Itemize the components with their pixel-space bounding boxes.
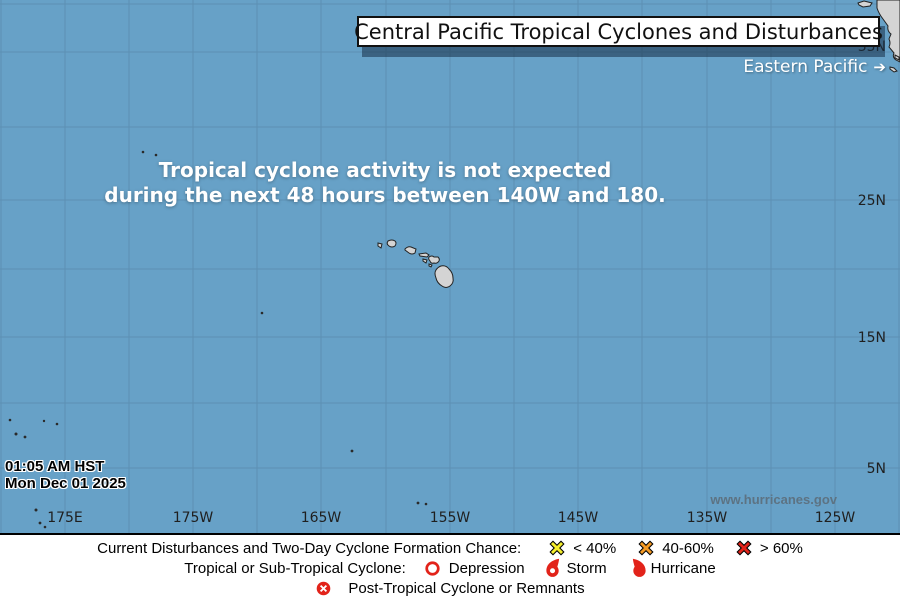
notice-line-1: Tropical cyclone activity is not expecte…: [158, 158, 612, 182]
legend-hurricane-label: Hurricane: [650, 559, 716, 577]
notice-text: Tropical cyclone activity is not expecte…: [0, 158, 770, 208]
eastern-pacific-label: Eastern Pacific: [743, 57, 868, 77]
coastline: [857, 0, 900, 73]
lat-label-5n: 5N: [866, 461, 886, 477]
x-mark-yellow-icon: [549, 540, 565, 556]
legend-item-40-60: 40-60%: [638, 540, 714, 557]
lon-label-175e: 175E: [47, 510, 83, 526]
legend-item-lt40: < 40%: [549, 540, 616, 557]
timestamp-date: Mon Dec 01 2025: [5, 475, 126, 492]
legend-post-tropical-label: Post-Tropical Cyclone or Remnants: [348, 579, 585, 597]
legend-chance-label: Current Disturbances and Two-Day Cyclone…: [97, 539, 522, 557]
depression-circle-icon: [425, 560, 440, 576]
notice-line-2: during the next 48 hours between 140W an…: [104, 183, 666, 207]
legend-item-gt60: > 60%: [736, 540, 803, 557]
land-shapes: [8, 0, 900, 529]
circled-x-icon: [317, 581, 331, 595]
legend-depression-label: Depression: [448, 559, 525, 577]
hawaii-islands: [377, 239, 454, 288]
eastern-pacific-link[interactable]: Eastern Pacific ➔: [743, 57, 886, 77]
storm-swirl-icon: [546, 558, 559, 577]
hurricane-swirl-icon: [632, 558, 646, 577]
legend-item-post-tropical: Post-Tropical Cyclone or Remnants: [315, 579, 585, 597]
legend-lt40-label: < 40%: [573, 539, 617, 557]
legend-cyclone-label: Tropical or Sub-Tropical Cyclone:: [184, 559, 406, 577]
watermark: www.hurricanes.gov: [710, 492, 837, 507]
title-box: Central Pacific Tropical Cyclones and Di…: [354, 16, 883, 47]
lon-label-135w: 135W: [686, 510, 728, 526]
lat-label-25n: 25N: [857, 193, 886, 209]
legend-gt60-label: > 60%: [759, 539, 803, 557]
legend-item-depression: Depression: [424, 560, 525, 577]
x-mark-red-icon: [736, 540, 752, 556]
island-specks: [8, 150, 428, 529]
legend-item-hurricane: Hurricane: [631, 558, 716, 579]
legend-row-post-tropical: Post-Tropical Cyclone or Remnants: [0, 578, 900, 598]
timestamp: 01:05 AM HST Mon Dec 01 2025: [5, 458, 126, 492]
arrow-right-icon: ➔: [873, 58, 886, 76]
legend-40-60-label: 40-60%: [662, 539, 714, 557]
legend-row-chance: Current Disturbances and Two-Day Cyclone…: [0, 538, 900, 558]
page-title: Central Pacific Tropical Cyclones and Di…: [354, 19, 883, 44]
grid-lines: [0, 0, 900, 533]
timestamp-time: 01:05 AM HST: [5, 458, 105, 475]
lon-label-145w: 145W: [557, 510, 599, 526]
lon-label-165w: 165W: [300, 510, 342, 526]
lat-label-15n: 15N: [857, 330, 886, 346]
x-mark-orange-icon: [638, 540, 654, 556]
legend-item-storm: Storm: [543, 558, 607, 579]
legend: Current Disturbances and Two-Day Cyclone…: [0, 535, 900, 601]
legend-storm-label: Storm: [566, 559, 607, 577]
map-canvas: Central Pacific Tropical Cyclones and Di…: [0, 0, 900, 535]
lon-label-155w: 155W: [429, 510, 471, 526]
lon-label-125w: 125W: [814, 510, 856, 526]
lon-label-175w: 175W: [172, 510, 214, 526]
legend-row-cyclone: Tropical or Sub-Tropical Cyclone: Depres…: [0, 558, 900, 578]
